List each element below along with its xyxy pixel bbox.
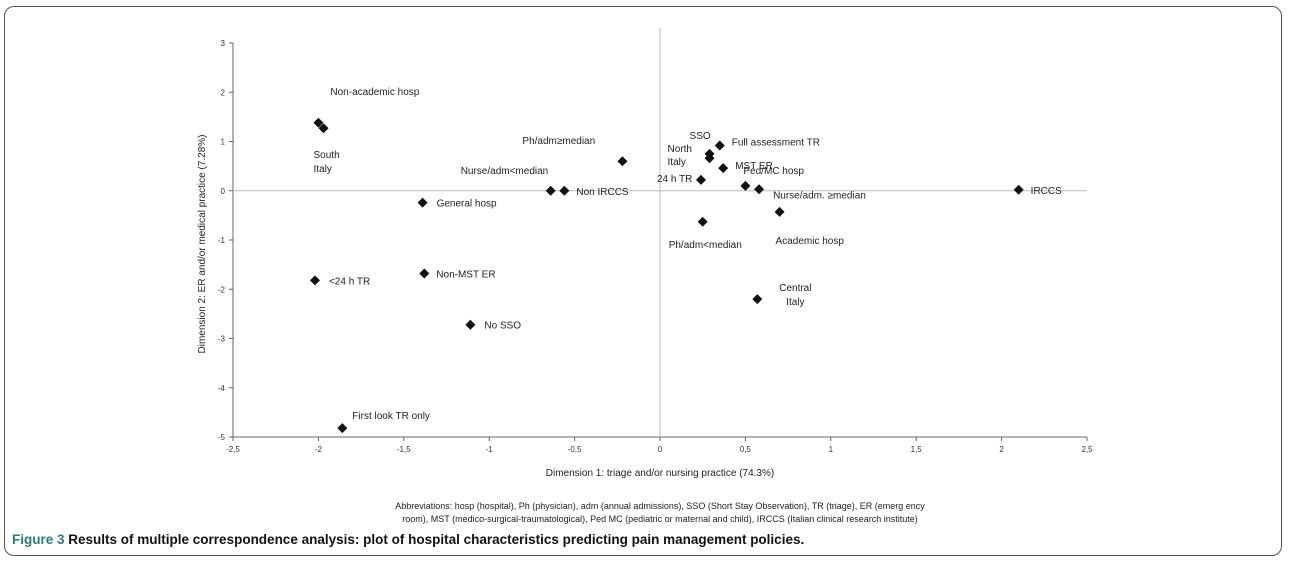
data-point-label-line: Central bbox=[779, 283, 811, 294]
x-tick-label: 0,5 bbox=[740, 445, 752, 454]
scatter-chart: -2,5 -2 -1,5 -1 -0,5 0 0,5 1 1,5 2 2,5 3 2 1 0 -1 -2 -3 -… bbox=[197, 28, 1093, 479]
data-point-marker bbox=[318, 123, 329, 134]
chart-axes bbox=[229, 28, 1088, 441]
data-point-marker bbox=[417, 197, 428, 208]
figure-caption-text: Results of multiple correspondence analy… bbox=[68, 532, 805, 547]
data-point-label: General hosp bbox=[437, 199, 497, 210]
data-point-marker bbox=[465, 319, 476, 330]
data-point-label: SSO bbox=[690, 131, 711, 142]
x-tick-label: -1 bbox=[486, 445, 494, 454]
y-axis-title: Dimension 2: ER and/or medical practice … bbox=[197, 135, 208, 354]
data-point-label: No SSO bbox=[484, 321, 521, 332]
y-tick-label: -1 bbox=[218, 236, 226, 245]
y-tick-labels: 3 2 1 0 -1 -2 -3 -4 -5 bbox=[218, 39, 226, 442]
x-tick-label: 1 bbox=[829, 445, 834, 454]
data-point-label: Central Italy bbox=[779, 283, 811, 308]
data-point-marker bbox=[714, 140, 725, 151]
data-point-marker bbox=[617, 156, 628, 167]
x-axis-title: Dimension 1: triage and/or nursing pract… bbox=[546, 468, 774, 479]
data-point-label: Full assessment TR bbox=[732, 137, 820, 148]
data-point-label-line: South bbox=[314, 150, 340, 161]
data-point-label-line: Italy bbox=[786, 297, 804, 308]
x-tick-label: -0,5 bbox=[568, 445, 582, 454]
data-point-marker bbox=[545, 185, 556, 196]
data-point-label: Non IRCCS bbox=[576, 187, 629, 198]
y-tick-label: -5 bbox=[218, 433, 226, 442]
data-point-label: MST ER bbox=[735, 161, 773, 172]
data-point-marker bbox=[337, 423, 348, 434]
x-tick-label: -2,5 bbox=[226, 445, 240, 454]
abbreviations-note: Abbreviations: hosp (hospital), Ph (phys… bbox=[230, 500, 1090, 526]
data-point-label: Ph/adm≥median bbox=[522, 136, 595, 147]
data-point-label-line: North bbox=[668, 144, 692, 155]
x-tick-label: -1,5 bbox=[397, 445, 411, 454]
y-tick-label: 3 bbox=[221, 39, 226, 48]
figure-frame bbox=[4, 6, 1282, 556]
data-point-label: Non-academic hosp bbox=[330, 87, 419, 98]
point-labels: Non-academic hosp South Italy General hosp <… bbox=[314, 87, 1063, 422]
data-point-label-line: Italy bbox=[314, 164, 332, 175]
figure-caption: Figure 3 Results of multiple corresponde… bbox=[12, 532, 804, 547]
data-point-label: IRCCS bbox=[1031, 186, 1062, 197]
x-tick-label: 2 bbox=[999, 445, 1004, 454]
data-points bbox=[309, 117, 1024, 434]
x-tick-label: 2,5 bbox=[1081, 445, 1093, 454]
data-point-marker bbox=[313, 117, 324, 128]
x-tick-label: 1,5 bbox=[911, 445, 923, 454]
data-point-label: Nurse/adm<median bbox=[461, 166, 549, 177]
data-point-marker bbox=[740, 180, 751, 191]
data-point-label: Ph/adm<median bbox=[669, 240, 742, 251]
data-point-label-line: Italy bbox=[668, 157, 686, 168]
abbreviations-line-2: room), MST (medico-surgical-traumatologi… bbox=[402, 514, 918, 524]
data-point-marker bbox=[695, 174, 706, 185]
data-point-label: Non-MST ER bbox=[436, 269, 495, 280]
y-tick-label: -3 bbox=[218, 335, 226, 344]
y-tick-label: -4 bbox=[218, 384, 226, 393]
data-point-label: Nurse/adm. ≥median bbox=[773, 190, 866, 201]
data-point-marker bbox=[697, 216, 708, 227]
data-point-marker bbox=[419, 268, 430, 279]
y-tick-label: 1 bbox=[221, 138, 226, 147]
abbreviations-line-1: Abbreviations: hosp (hospital), Ph (phys… bbox=[395, 501, 925, 511]
data-point-label: North Italy bbox=[668, 144, 692, 168]
x-tick-label: -2 bbox=[315, 445, 323, 454]
data-point-marker bbox=[559, 185, 570, 196]
data-point-label: First look TR only bbox=[352, 411, 430, 422]
data-point-marker bbox=[1013, 184, 1024, 195]
data-point-marker bbox=[754, 184, 765, 195]
data-point-marker bbox=[774, 206, 785, 217]
y-tick-label: -2 bbox=[218, 285, 226, 294]
data-point-marker bbox=[309, 275, 320, 286]
data-point-label: <24 h TR bbox=[329, 276, 370, 287]
x-tick-labels: -2,5 -2 -1,5 -1 -0,5 0 0,5 1 1,5 2 2,5 bbox=[226, 445, 1093, 454]
data-point-marker bbox=[752, 294, 763, 305]
data-point-marker bbox=[704, 153, 715, 164]
figure-number: Figure 3 bbox=[12, 532, 65, 547]
data-point-label: South Italy bbox=[314, 150, 340, 175]
data-point-marker bbox=[718, 163, 729, 174]
data-point-label: Ped/MC hosp bbox=[743, 166, 804, 177]
data-point-label: 24 h TR bbox=[657, 174, 692, 185]
y-tick-label: 2 bbox=[221, 88, 226, 97]
y-tick-label: 0 bbox=[221, 187, 226, 196]
x-tick-label: 0 bbox=[658, 445, 663, 454]
data-point-label: Academic hosp bbox=[776, 236, 845, 247]
